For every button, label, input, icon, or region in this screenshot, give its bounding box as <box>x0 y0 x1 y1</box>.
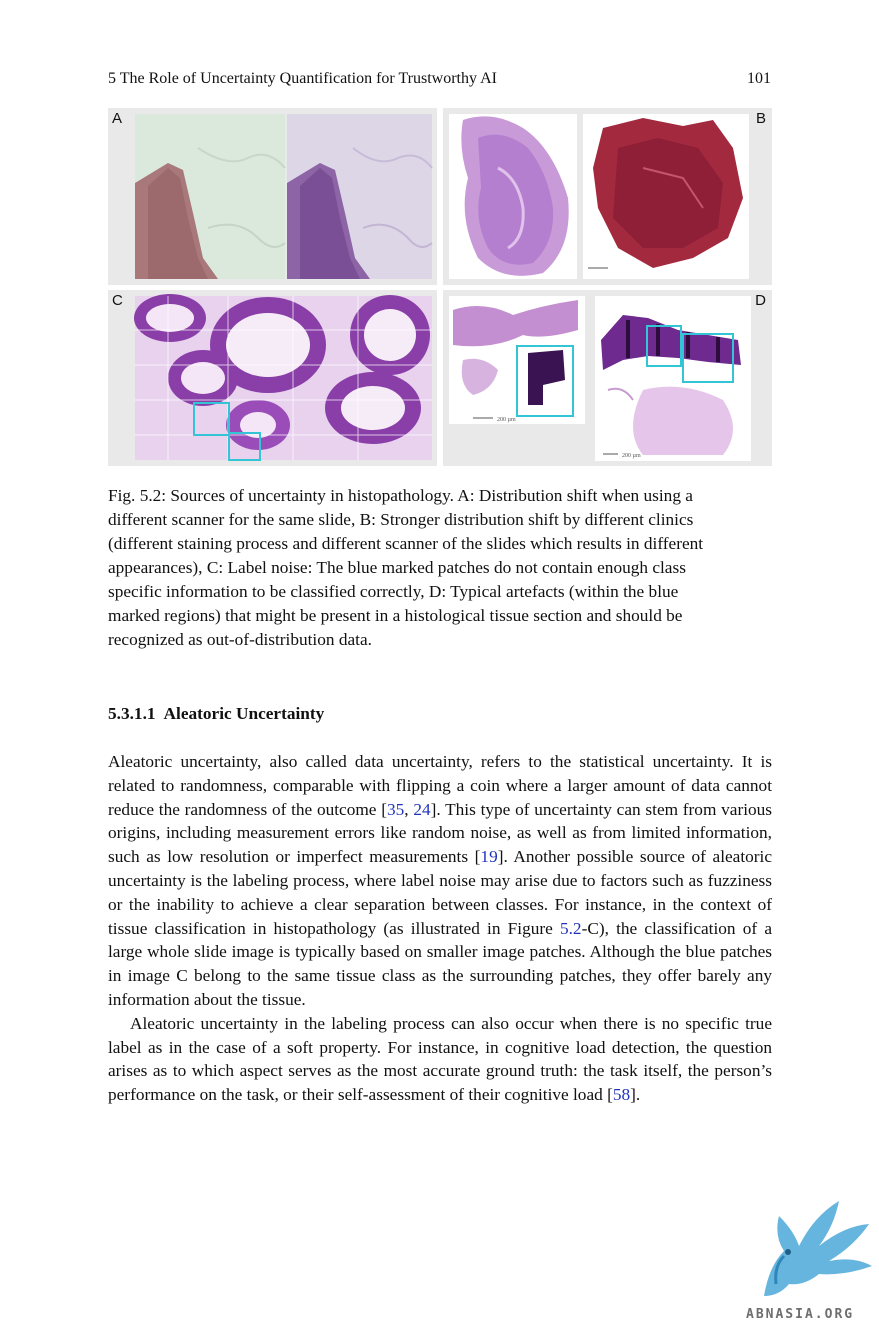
panel-c-label: C <box>112 292 123 309</box>
scale-label-left: 200 µm <box>497 417 516 423</box>
page-number: 101 <box>747 70 771 87</box>
panel-d-image: 200 µm 200 µm <box>449 296 751 461</box>
panel-c-image <box>134 294 432 461</box>
caption-line: specific information to be classified co… <box>108 582 679 601</box>
text-run: Aleatoric uncertainty in the labeling pr… <box>108 1013 772 1105</box>
caption-line: Fig. 5.2: Sources of uncertainty in hist… <box>108 486 693 505</box>
chapter-title: 5 The Role of Uncertainty Quantification… <box>108 70 497 87</box>
figure-reference-link[interactable]: 5.2 <box>559 918 582 938</box>
section-title: Aleatoric Uncertainty <box>163 704 325 723</box>
text-run: ]. Another possible source of aleatoric … <box>108 847 772 938</box>
panel-b-image <box>449 114 749 279</box>
citation-link[interactable]: 35 <box>386 799 405 819</box>
panel-a-label: A <box>112 110 123 127</box>
section-heading: 5.3.1.1 Aleatoric Uncertainty <box>108 704 324 724</box>
paragraph-1: Aleatoric uncertainty, also called data … <box>108 750 772 1012</box>
caption-line: marked regions) that might be present in… <box>108 606 683 625</box>
citation-link[interactable]: 24 <box>413 799 431 819</box>
watermark-logo: ABNASIA.ORG <box>744 1196 876 1326</box>
panel-d: D 200 µm 200 µm <box>443 290 772 466</box>
paragraph-2: Aleatoric uncertainty in the labeling pr… <box>108 1012 772 1107</box>
caption-line: recognized as out-of-distribution data. <box>108 630 372 649</box>
caption-line: (different staining process and differen… <box>108 534 704 553</box>
body-text: Aleatoric uncertainty, also called data … <box>108 750 772 1107</box>
panel-a: A <box>108 108 437 285</box>
citation-link[interactable]: 58 <box>612 1085 631 1105</box>
text-run: , <box>404 799 414 819</box>
panel-b: B <box>443 108 772 285</box>
text-run: Aleatoric uncertainty, also called data … <box>108 752 772 819</box>
section-number: 5.3.1.1 <box>108 704 156 723</box>
panel-c: C <box>108 290 437 466</box>
figure-5-2: A B C <box>108 108 772 466</box>
running-header: 5 The Role of Uncertainty Quantification… <box>108 70 771 92</box>
watermark-text: ABNASIA.ORG <box>746 1307 855 1322</box>
citation-link[interactable]: 19 <box>480 847 498 867</box>
text-run: ]. <box>630 1085 641 1105</box>
panel-b-label: B <box>755 110 766 127</box>
text-run: -C), the classification of a large whole… <box>108 918 772 1009</box>
bird-logo-icon <box>764 1201 872 1296</box>
panel-d-label: D <box>755 292 766 309</box>
scale-label-right: 200 µm <box>622 453 641 459</box>
panel-a-image <box>135 114 433 279</box>
caption-line: different scanner for the same slide, B:… <box>108 510 694 529</box>
text-run: ]. This type of uncertainty can stem fro… <box>108 799 773 867</box>
caption-line: appearances), C: Label noise: The blue m… <box>108 558 686 577</box>
figure-caption: Fig. 5.2: Sources of uncertainty in hist… <box>108 484 772 652</box>
